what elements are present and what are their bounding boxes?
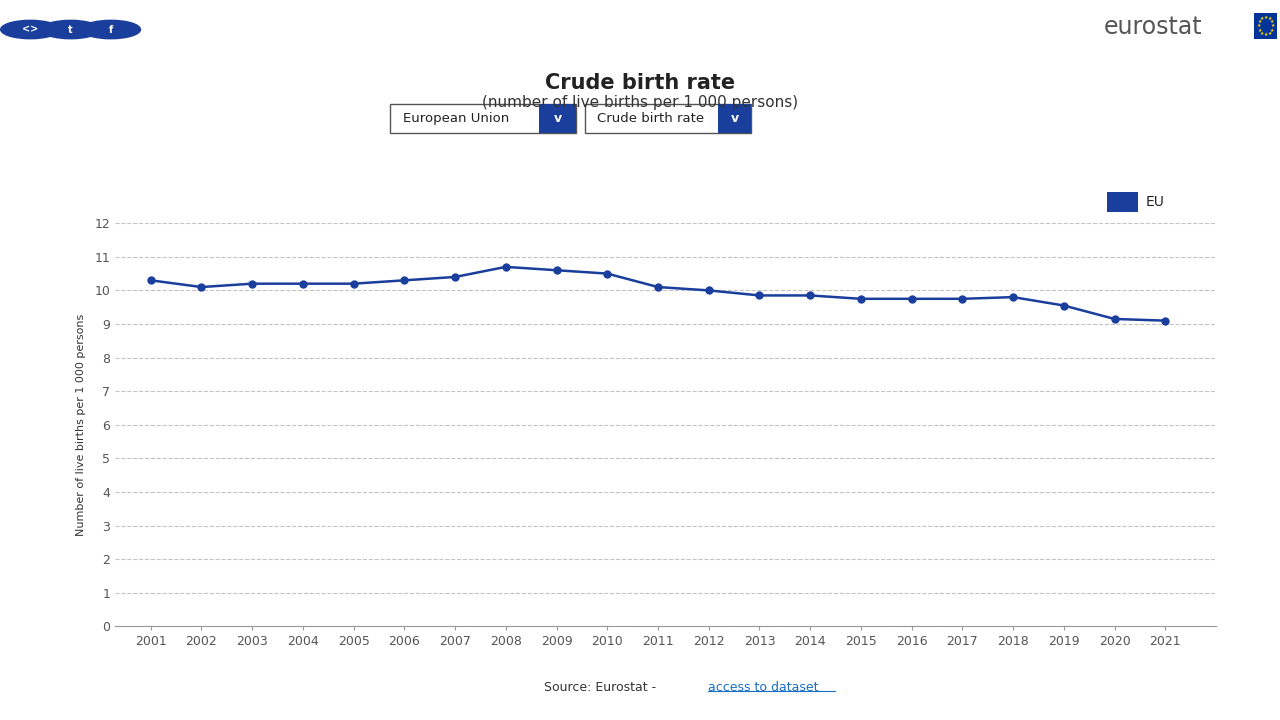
Text: ★: ★: [1257, 27, 1262, 32]
Text: ★: ★: [1257, 24, 1261, 28]
Text: ★: ★: [1270, 27, 1275, 32]
Text: v: v: [731, 112, 739, 125]
Text: EU: EU: [1146, 194, 1165, 209]
Text: access to dataset: access to dataset: [708, 681, 818, 694]
Bar: [539, 104, 576, 133]
Text: (number of live births per 1 000 persons): (number of live births per 1 000 persons…: [483, 95, 797, 109]
Text: v: v: [553, 112, 562, 125]
Text: ★: ★: [1270, 19, 1275, 24]
Y-axis label: Number of live births per 1 000 persons: Number of live births per 1 000 persons: [76, 314, 86, 536]
Circle shape: [82, 20, 141, 39]
Text: ★: ★: [1260, 31, 1265, 35]
Text: f: f: [109, 24, 113, 35]
Bar: [718, 104, 751, 133]
Text: Source: Eurostat -: Source: Eurostat -: [544, 681, 660, 694]
Text: ★: ★: [1263, 32, 1268, 37]
Text: ★: ★: [1271, 24, 1275, 28]
Text: Crude birth rate: Crude birth rate: [596, 112, 704, 125]
Text: ★: ★: [1267, 31, 1272, 35]
Text: ★: ★: [1267, 17, 1272, 21]
Text: ★: ★: [1257, 19, 1262, 24]
Bar: [1107, 192, 1138, 212]
Text: t: t: [68, 24, 73, 35]
Text: European Union: European Union: [403, 112, 509, 125]
Text: Crude birth rate: Crude birth rate: [545, 73, 735, 93]
Text: ★: ★: [1263, 15, 1268, 20]
Text: <>: <>: [22, 24, 38, 35]
Text: eurostat: eurostat: [1103, 14, 1202, 39]
Circle shape: [1, 20, 60, 39]
Text: ★: ★: [1260, 17, 1265, 21]
Circle shape: [41, 20, 100, 39]
